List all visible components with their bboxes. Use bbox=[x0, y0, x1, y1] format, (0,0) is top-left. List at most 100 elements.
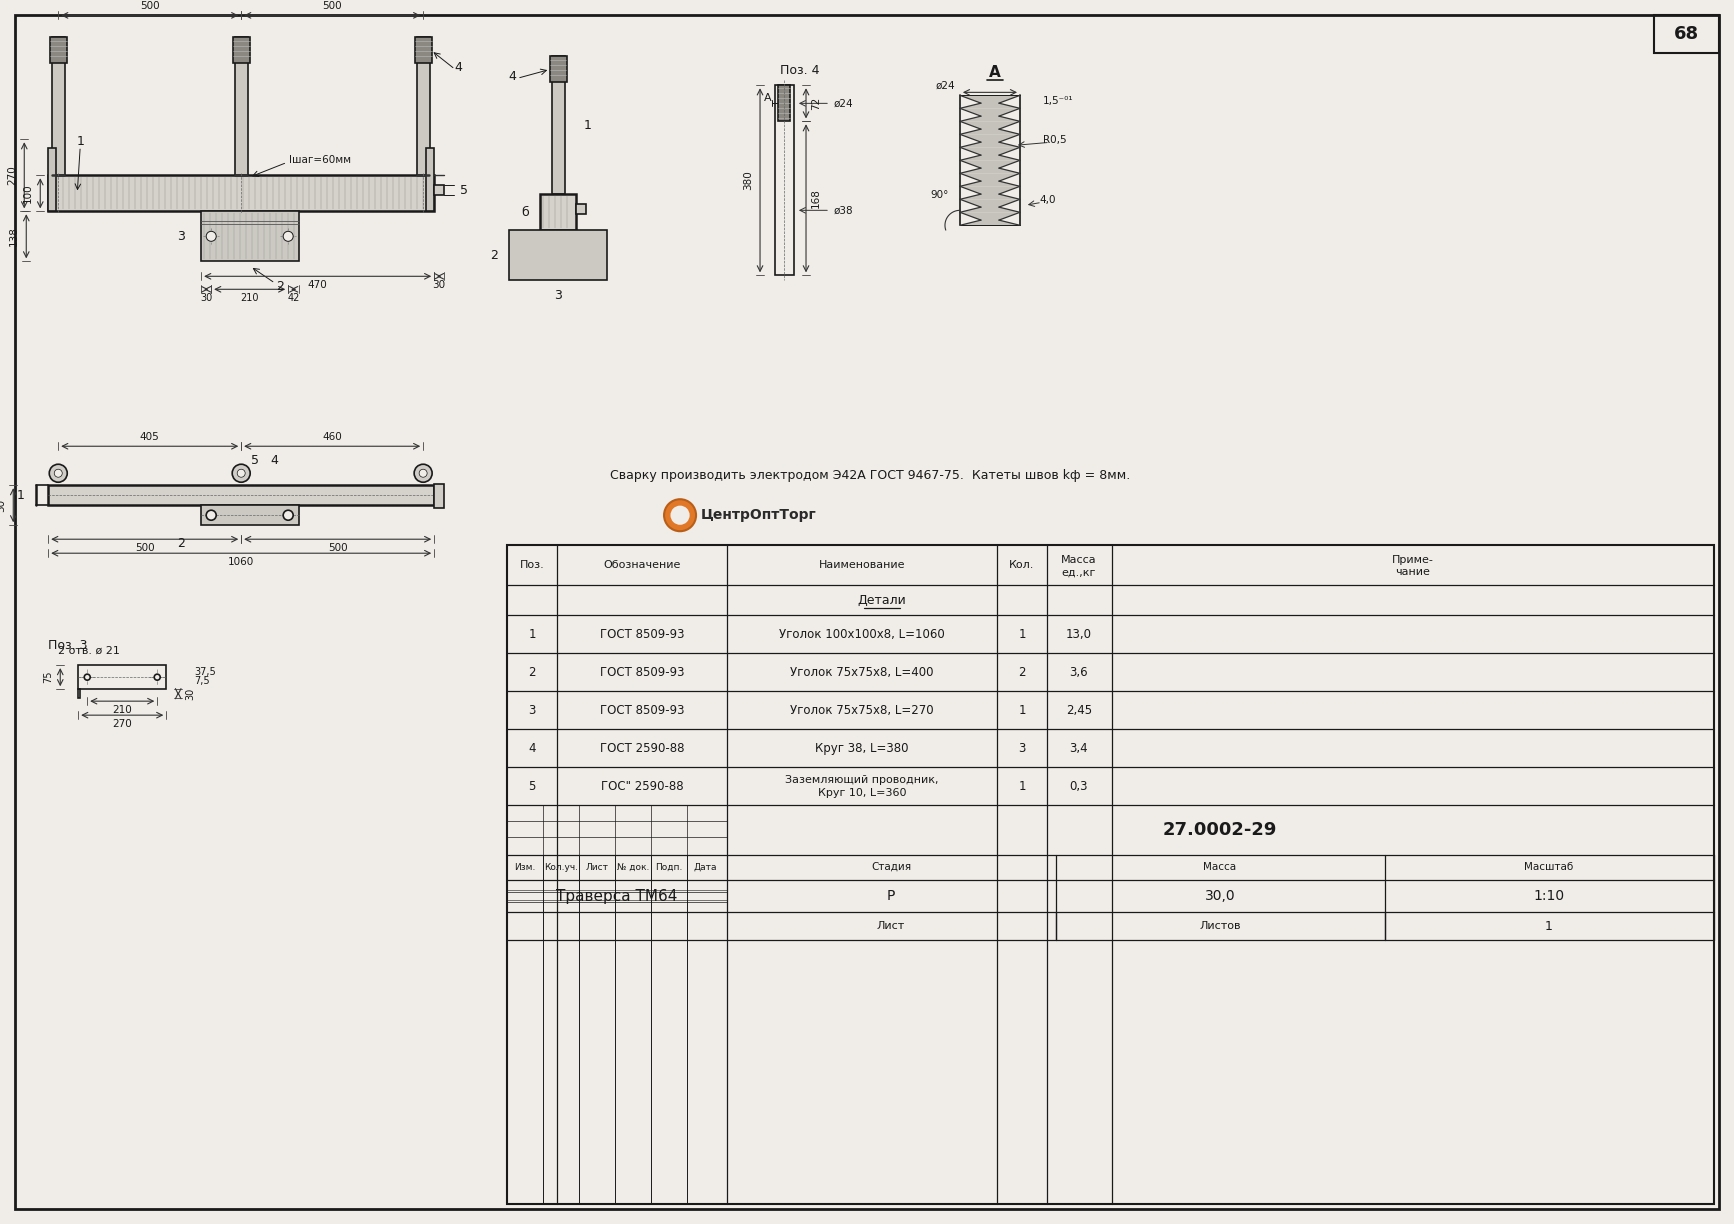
Text: Кол.уч.: Кол.уч. bbox=[544, 863, 577, 871]
Text: 68: 68 bbox=[1675, 26, 1699, 43]
Text: Масса: Масса bbox=[1203, 862, 1236, 873]
Polygon shape bbox=[961, 200, 1020, 212]
Text: Поз.: Поз. bbox=[520, 561, 544, 570]
Text: 1: 1 bbox=[529, 628, 536, 640]
Text: 90°: 90° bbox=[931, 190, 948, 201]
Bar bbox=[232, 38, 250, 64]
Text: 3: 3 bbox=[1018, 742, 1025, 755]
Bar bbox=[434, 185, 444, 196]
Text: ГОСТ 8509-93: ГОСТ 8509-93 bbox=[600, 704, 685, 717]
Text: 1: 1 bbox=[584, 119, 591, 132]
Circle shape bbox=[206, 231, 217, 241]
Bar bbox=[576, 204, 586, 214]
Text: Круг 38, L=380: Круг 38, L=380 bbox=[815, 742, 909, 755]
Text: 1,5⁻⁰¹: 1,5⁻⁰¹ bbox=[1042, 97, 1073, 106]
Bar bbox=[78, 665, 166, 689]
Polygon shape bbox=[961, 174, 1020, 186]
Circle shape bbox=[206, 510, 217, 520]
Polygon shape bbox=[961, 95, 1020, 109]
Text: 3: 3 bbox=[177, 230, 186, 242]
Text: 1: 1 bbox=[76, 135, 85, 148]
Text: 5: 5 bbox=[251, 454, 258, 466]
Text: 500: 500 bbox=[135, 543, 154, 553]
Bar bbox=[775, 86, 794, 275]
Text: Уголок 100х100х8, L=1060: Уголок 100х100х8, L=1060 bbox=[779, 628, 945, 640]
Text: 3: 3 bbox=[529, 704, 536, 717]
Text: 380: 380 bbox=[744, 170, 753, 190]
Bar bbox=[236, 38, 248, 175]
Text: Траверса ТМ64: Траверса ТМ64 bbox=[557, 889, 678, 903]
Text: 210: 210 bbox=[241, 294, 258, 304]
Text: 72: 72 bbox=[812, 97, 820, 110]
Text: Изм.: Изм. bbox=[515, 863, 536, 871]
Polygon shape bbox=[961, 186, 1020, 200]
Circle shape bbox=[283, 510, 293, 520]
Circle shape bbox=[154, 674, 160, 681]
Text: 5: 5 bbox=[460, 184, 468, 197]
Text: Круг 10, L=360: Круг 10, L=360 bbox=[818, 788, 907, 798]
Bar bbox=[49, 148, 55, 212]
Text: 42: 42 bbox=[288, 294, 300, 304]
Bar bbox=[506, 545, 1713, 1204]
Text: 0,3: 0,3 bbox=[1070, 780, 1089, 793]
Polygon shape bbox=[961, 147, 1020, 160]
Text: Дата: Дата bbox=[694, 863, 716, 871]
Text: б: б bbox=[522, 206, 529, 219]
Text: 4: 4 bbox=[529, 742, 536, 755]
Circle shape bbox=[85, 674, 90, 681]
Text: 30: 30 bbox=[432, 280, 446, 290]
Text: Заземляющий проводник,: Заземляющий проводник, bbox=[786, 775, 938, 785]
Text: чание: чание bbox=[1396, 567, 1431, 578]
Bar bbox=[201, 506, 300, 525]
Circle shape bbox=[232, 464, 250, 482]
Text: Лист: Лист bbox=[586, 863, 609, 871]
Text: ГОСТ 2590-88: ГОСТ 2590-88 bbox=[600, 742, 685, 755]
Circle shape bbox=[49, 464, 68, 482]
Text: 500: 500 bbox=[328, 543, 347, 553]
Text: Обозначение: Обозначение bbox=[603, 561, 681, 570]
Text: 2,45: 2,45 bbox=[1066, 704, 1092, 717]
Text: 30,0: 30,0 bbox=[1205, 889, 1235, 903]
Text: Кол.: Кол. bbox=[1009, 561, 1035, 570]
Text: Масштаб: Масштаб bbox=[1524, 862, 1573, 873]
Text: ГОСТ 8509-93: ГОСТ 8509-93 bbox=[600, 666, 685, 678]
Text: Поз. 4: Поз. 4 bbox=[780, 64, 820, 77]
Polygon shape bbox=[961, 121, 1020, 135]
Text: 210: 210 bbox=[113, 705, 132, 715]
Text: Подп.: Подп. bbox=[655, 863, 683, 871]
Text: 13,0: 13,0 bbox=[1066, 628, 1092, 640]
Bar bbox=[550, 56, 567, 82]
Text: 500: 500 bbox=[140, 1, 160, 11]
Text: ø24: ø24 bbox=[834, 98, 853, 109]
Text: ЦентрОптТорг: ЦентрОптТорг bbox=[701, 508, 817, 523]
Text: 27.0002-29: 27.0002-29 bbox=[1164, 821, 1276, 840]
Text: Р: Р bbox=[886, 889, 895, 903]
Text: 270: 270 bbox=[113, 720, 132, 730]
Text: Стадия: Стадия bbox=[870, 862, 910, 873]
Text: 37,5: 37,5 bbox=[194, 667, 217, 677]
Bar bbox=[78, 689, 80, 698]
Text: 1:10: 1:10 bbox=[1533, 889, 1564, 903]
Bar bbox=[49, 175, 434, 212]
Text: 405: 405 bbox=[140, 432, 160, 442]
Text: Масса: Масса bbox=[1061, 556, 1096, 565]
Text: 75: 75 bbox=[43, 671, 54, 683]
Text: 1: 1 bbox=[16, 488, 24, 502]
Text: 30: 30 bbox=[0, 498, 7, 512]
Text: 2 отв. ø 21: 2 отв. ø 21 bbox=[59, 645, 120, 655]
Text: Наименование: Наименование bbox=[818, 561, 905, 570]
Text: № док.: № док. bbox=[617, 863, 649, 871]
Text: 5: 5 bbox=[529, 780, 536, 793]
Text: 168: 168 bbox=[812, 188, 820, 208]
Text: Сварку производить электродом Э42А ГОСТ 9467-75.  Катеты швов kф = 8мм.: Сварку производить электродом Э42А ГОСТ … bbox=[610, 469, 1131, 482]
Polygon shape bbox=[961, 212, 1020, 225]
Text: 2: 2 bbox=[1018, 666, 1027, 678]
Text: lшаг=60мм: lшаг=60мм bbox=[290, 155, 352, 165]
Text: А: А bbox=[765, 93, 772, 103]
Text: А: А bbox=[988, 65, 1001, 80]
Circle shape bbox=[420, 469, 427, 477]
Text: 30: 30 bbox=[186, 688, 196, 700]
Bar bbox=[427, 148, 434, 212]
Text: 1: 1 bbox=[1018, 628, 1027, 640]
Bar bbox=[1654, 16, 1718, 54]
